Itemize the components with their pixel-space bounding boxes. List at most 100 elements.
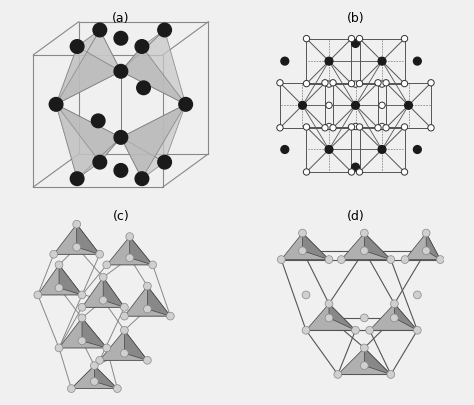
- Circle shape: [70, 172, 84, 185]
- Circle shape: [78, 303, 86, 311]
- Circle shape: [413, 145, 421, 153]
- Polygon shape: [281, 233, 329, 260]
- Circle shape: [299, 247, 306, 255]
- Circle shape: [113, 385, 121, 392]
- Circle shape: [78, 314, 86, 322]
- Circle shape: [352, 40, 359, 47]
- Polygon shape: [38, 265, 82, 295]
- Text: (d): (d): [346, 211, 365, 224]
- Polygon shape: [121, 30, 164, 71]
- Circle shape: [158, 156, 172, 169]
- Circle shape: [352, 81, 359, 87]
- Circle shape: [73, 243, 81, 251]
- Circle shape: [383, 80, 389, 86]
- Circle shape: [428, 125, 434, 131]
- Circle shape: [360, 344, 368, 352]
- Polygon shape: [130, 237, 153, 265]
- Circle shape: [325, 145, 333, 153]
- Polygon shape: [338, 366, 391, 375]
- Circle shape: [137, 81, 150, 95]
- Polygon shape: [54, 247, 100, 254]
- Circle shape: [299, 229, 306, 237]
- Circle shape: [78, 337, 86, 345]
- Circle shape: [383, 125, 389, 131]
- Polygon shape: [82, 300, 124, 307]
- Polygon shape: [121, 104, 186, 179]
- Circle shape: [91, 377, 98, 386]
- Circle shape: [303, 36, 310, 42]
- Circle shape: [352, 326, 359, 334]
- Circle shape: [70, 40, 84, 53]
- Circle shape: [356, 169, 363, 175]
- Circle shape: [326, 81, 332, 87]
- Circle shape: [352, 124, 359, 130]
- Polygon shape: [124, 309, 170, 316]
- Polygon shape: [82, 277, 124, 307]
- Polygon shape: [103, 277, 124, 307]
- Circle shape: [302, 291, 310, 299]
- Circle shape: [78, 291, 86, 299]
- Circle shape: [322, 80, 328, 86]
- Polygon shape: [77, 30, 121, 71]
- Circle shape: [401, 36, 408, 42]
- Polygon shape: [72, 366, 118, 388]
- Circle shape: [93, 156, 107, 169]
- Circle shape: [437, 256, 444, 264]
- Polygon shape: [121, 47, 186, 104]
- Circle shape: [348, 169, 355, 175]
- Circle shape: [55, 261, 63, 269]
- Text: (c): (c): [112, 211, 129, 224]
- Circle shape: [144, 282, 151, 290]
- Polygon shape: [59, 265, 82, 295]
- Circle shape: [348, 124, 355, 130]
- Circle shape: [330, 125, 336, 131]
- Circle shape: [356, 81, 363, 87]
- Circle shape: [348, 36, 355, 42]
- Circle shape: [281, 145, 289, 153]
- Polygon shape: [82, 318, 107, 348]
- Circle shape: [135, 172, 149, 185]
- Circle shape: [422, 229, 430, 237]
- Circle shape: [391, 314, 398, 322]
- Circle shape: [93, 23, 107, 37]
- Circle shape: [391, 300, 398, 308]
- Circle shape: [325, 300, 333, 308]
- Circle shape: [96, 250, 103, 258]
- Circle shape: [114, 64, 128, 78]
- Circle shape: [375, 125, 381, 131]
- Polygon shape: [59, 318, 107, 348]
- Circle shape: [120, 303, 128, 311]
- Polygon shape: [59, 341, 107, 348]
- Polygon shape: [338, 348, 391, 375]
- Polygon shape: [100, 353, 147, 360]
- Polygon shape: [306, 304, 356, 330]
- Circle shape: [302, 326, 310, 334]
- Polygon shape: [341, 251, 391, 260]
- Circle shape: [100, 296, 107, 304]
- Circle shape: [348, 81, 355, 87]
- Polygon shape: [121, 137, 164, 179]
- Circle shape: [50, 250, 58, 258]
- Circle shape: [360, 362, 368, 369]
- Circle shape: [401, 81, 408, 87]
- Circle shape: [144, 305, 151, 313]
- Circle shape: [405, 101, 412, 109]
- Circle shape: [326, 124, 332, 130]
- Text: (a): (a): [112, 12, 129, 25]
- Circle shape: [277, 125, 283, 131]
- Circle shape: [179, 98, 192, 111]
- Circle shape: [360, 314, 368, 322]
- Polygon shape: [38, 288, 82, 295]
- Circle shape: [325, 256, 333, 264]
- Circle shape: [103, 261, 110, 269]
- Circle shape: [379, 102, 385, 109]
- Circle shape: [144, 356, 151, 364]
- Polygon shape: [107, 237, 153, 265]
- Circle shape: [126, 233, 134, 241]
- Circle shape: [401, 256, 409, 264]
- Circle shape: [360, 247, 368, 255]
- Circle shape: [55, 284, 63, 292]
- Circle shape: [100, 273, 107, 281]
- Circle shape: [49, 98, 63, 111]
- Polygon shape: [124, 286, 170, 316]
